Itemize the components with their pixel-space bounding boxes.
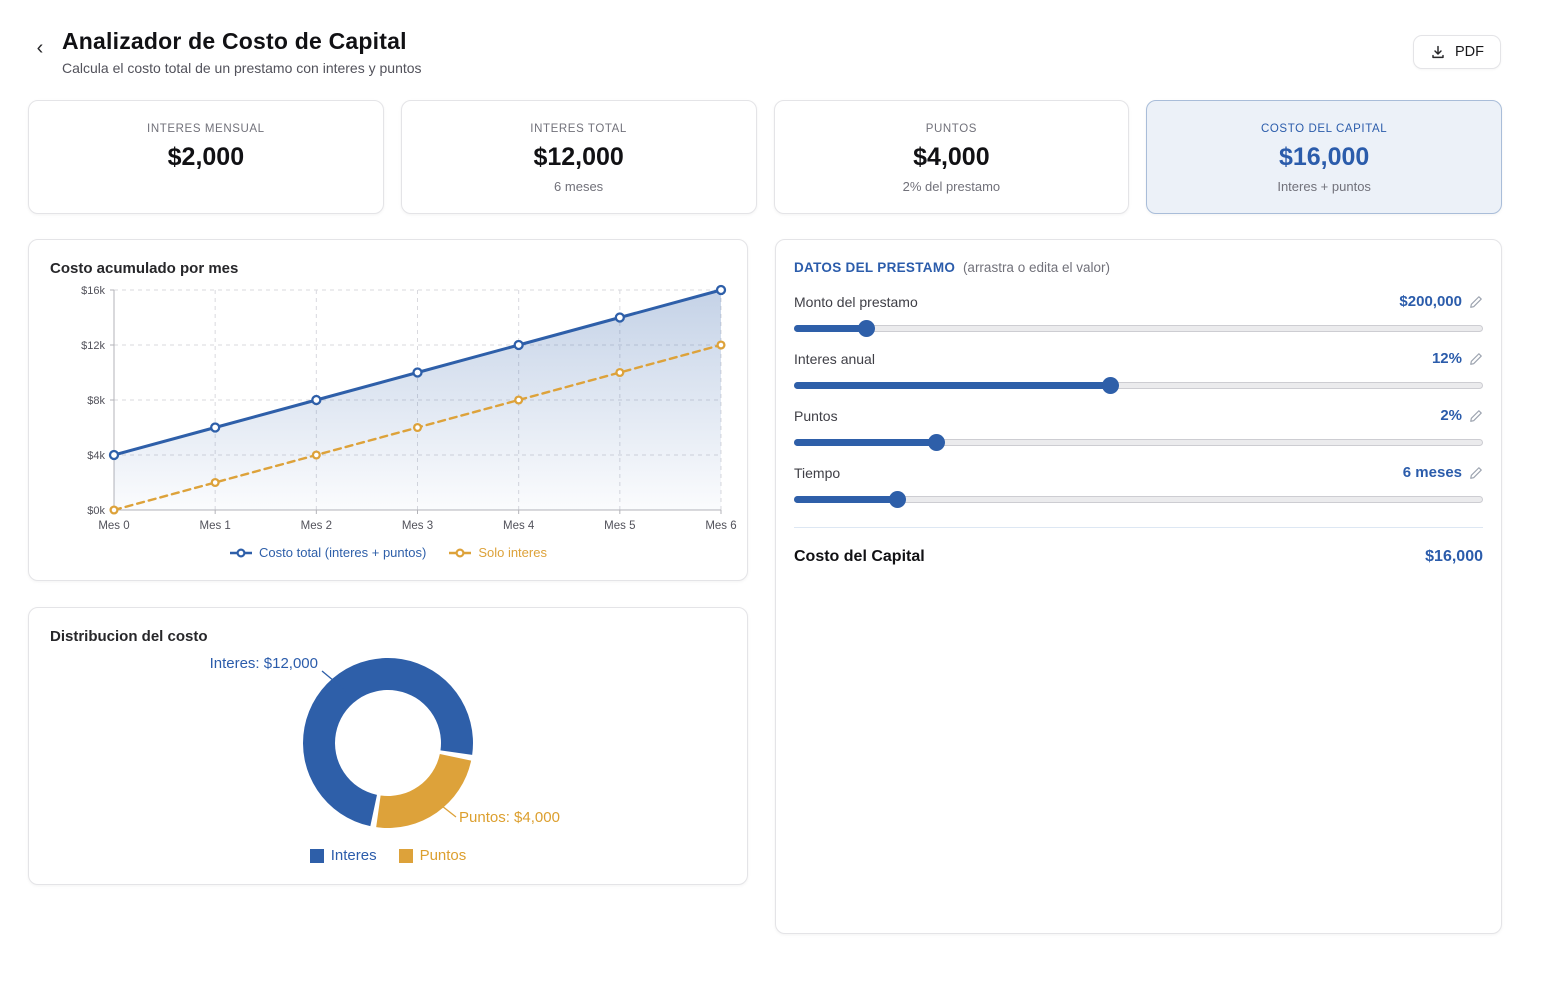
legend-label: Solo interes <box>478 545 547 560</box>
interes-anual-editable-value[interactable]: 12% <box>1432 350 1483 367</box>
header: ‹ Analizador de Costo de Capital Calcula… <box>0 0 1566 94</box>
edit-pencil-icon[interactable] <box>1469 466 1483 480</box>
stat-value: $12,000 <box>533 143 624 171</box>
legend-item-puntos: Puntos <box>398 847 467 864</box>
legend-line-marker <box>230 547 253 558</box>
stat-subtitle: 6 meses <box>554 179 604 194</box>
monto-value[interactable]: $200,000 <box>1399 293 1462 310</box>
stat-label: INTERES TOTAL <box>530 123 627 135</box>
interes-anual-slider-track[interactable] <box>794 376 1483 394</box>
stat-value: $2,000 <box>167 143 245 171</box>
svg-text:Mes 5: Mes 5 <box>604 520 635 532</box>
svg-text:$16k: $16k <box>81 285 105 297</box>
donut-slice-label-puntos: Puntos: $4,000 <box>459 809 560 826</box>
legend-item-interes: Interes <box>309 847 377 864</box>
pdf-button-label: PDF <box>1455 44 1484 60</box>
svg-text:Mes 6: Mes 6 <box>705 520 736 532</box>
legend-item-costo: Costo total (interes + puntos) <box>229 545 426 560</box>
stat-subtitle: 2% del prestamo <box>902 179 1001 194</box>
monto-slider-fill <box>794 325 866 332</box>
stat-label: PUNTOS <box>925 123 978 135</box>
cost-distribution-donut-chart: Interes: $12,000 Puntos: $4,000 <box>210 655 560 828</box>
monto-editable-value[interactable]: $200,000 <box>1399 293 1483 310</box>
svg-text:Mes 0: Mes 0 <box>98 520 129 532</box>
interes-anual-value[interactable]: 12% <box>1431 350 1462 367</box>
donut-slice-label-interes: Interes: $12,000 <box>210 655 318 672</box>
edit-pencil-icon[interactable] <box>1469 295 1483 309</box>
donut-chart-card: Distribucion del costo Interes: $12,000 P… <box>28 607 748 885</box>
stat-card-interes-total: INTERES TOTAL $12,000 6 meses <box>400 100 757 214</box>
stat-value: $4,000 <box>913 143 990 171</box>
tiempo-value[interactable]: 6 meses <box>1402 464 1462 481</box>
legend-label: Interes <box>330 847 377 864</box>
svg-text:$12k: $12k <box>81 340 105 352</box>
puntos-slider-thumb[interactable] <box>927 433 945 451</box>
svg-text:$0k: $0k <box>87 505 105 517</box>
legend-square-marker <box>309 848 324 863</box>
stat-subtitle: Interes + puntos <box>1277 179 1371 194</box>
download-icon <box>1430 44 1446 60</box>
tiempo-label: Tiempo <box>794 464 841 481</box>
slider-row-tiempo: Tiempo 6 meses <box>794 464 1483 508</box>
legend-square-marker <box>398 848 413 863</box>
legend-line-marker <box>449 547 472 558</box>
svg-text:$4k: $4k <box>87 450 105 462</box>
edit-pencil-icon[interactable] <box>1469 352 1483 366</box>
monto-slider-track[interactable] <box>794 319 1483 337</box>
stat-card-costo-del-capital: COSTO DEL CAPITAL $16,000 Interes + punt… <box>1146 100 1502 214</box>
slider-row-monto: Monto del prestamo $200,000 <box>794 293 1483 337</box>
slider-row-interes-anual: Interes anual 12% <box>794 350 1483 394</box>
line-chart-legend: Costo total (interes + puntos) Solo inter… <box>50 545 726 560</box>
capital-cost-total-value: $16,000 <box>1425 548 1483 565</box>
puntos-slider-track[interactable] <box>794 433 1483 451</box>
donut-chart-legend: Interes Puntos <box>50 847 726 864</box>
svg-text:$8k: $8k <box>87 395 105 407</box>
tiempo-slider-thumb[interactable] <box>889 490 907 508</box>
legend-label: Costo total (interes + puntos) <box>259 545 427 560</box>
svg-text:Mes 1: Mes 1 <box>200 520 231 532</box>
svg-text:Mes 2: Mes 2 <box>301 520 332 532</box>
edit-pencil-icon[interactable] <box>1469 409 1483 423</box>
puntos-slider-fill <box>794 439 935 446</box>
stat-label: INTERES MENSUAL <box>147 123 265 135</box>
capital-cost-total-label: Costo del Capital <box>794 548 925 565</box>
puntos-label: Puntos <box>794 407 838 424</box>
tiempo-slider-fill <box>794 496 897 503</box>
monto-label: Monto del prestamo <box>794 293 918 310</box>
svg-text:Mes 3: Mes 3 <box>402 520 433 532</box>
loan-panel-header: DATOS DEL PRESTAMO (arrastra o edita el … <box>794 260 1483 275</box>
interes-anual-slider-thumb[interactable] <box>1102 376 1120 394</box>
monto-slider-thumb[interactable] <box>858 319 876 337</box>
back-button[interactable]: ‹ <box>28 36 52 60</box>
tiempo-slider-track[interactable] <box>794 490 1483 508</box>
loan-data-panel: DATOS DEL PRESTAMO (arrastra o edita el … <box>775 239 1502 934</box>
line-chart-title: Costo acumulado por mes <box>50 260 239 277</box>
page-title: Analizador de Costo de Capital <box>62 28 407 54</box>
panel-divider <box>794 527 1483 528</box>
puntos-value[interactable]: 2% <box>1440 407 1462 424</box>
loan-panel-title: DATOS DEL PRESTAMO <box>794 260 956 275</box>
line-chart-card: Costo acumulado por mes $0k $4k $8k $12k $16… <box>28 239 748 581</box>
pdf-download-button[interactable]: PDF <box>1413 35 1501 69</box>
puntos-editable-value[interactable]: 2% <box>1440 407 1483 424</box>
loan-panel-hint: (arrastra o edita el valor) <box>962 260 1110 275</box>
stat-value: $16,000 <box>1278 143 1370 171</box>
stat-cards-row: INTERES MENSUAL $2,000 INTERES TOTAL $12… <box>28 100 1502 214</box>
capital-cost-total-row: Costo del Capital $16,000 <box>794 548 1483 566</box>
stat-card-interes-mensual: INTERES MENSUAL $2,000 <box>28 100 384 214</box>
page-subtitle: Calcula el costo total de un prestamo co… <box>62 60 422 76</box>
stat-card-puntos: PUNTOS $4,000 2% del prestamo <box>773 100 1130 214</box>
tiempo-editable-value[interactable]: 6 meses <box>1403 464 1483 481</box>
cumulative-cost-line-chart: $0k $4k $8k $12k $16k Mes 0 Mes 1 Mes 2 Mes 3 Mes… <box>81 284 737 532</box>
legend-item-solo: Solo interes <box>448 545 547 560</box>
chevron-left-icon: ‹ <box>36 37 44 59</box>
stat-label: COSTO DEL CAPITAL <box>1260 123 1388 135</box>
interes-anual-label: Interes anual <box>794 350 875 367</box>
svg-text:Mes 4: Mes 4 <box>503 520 535 532</box>
legend-label: Puntos <box>419 847 467 864</box>
interes-anual-slider-fill <box>794 382 1110 389</box>
donut-chart-title: Distribucion del costo <box>50 628 208 645</box>
slider-row-puntos: Puntos 2% <box>794 407 1483 451</box>
